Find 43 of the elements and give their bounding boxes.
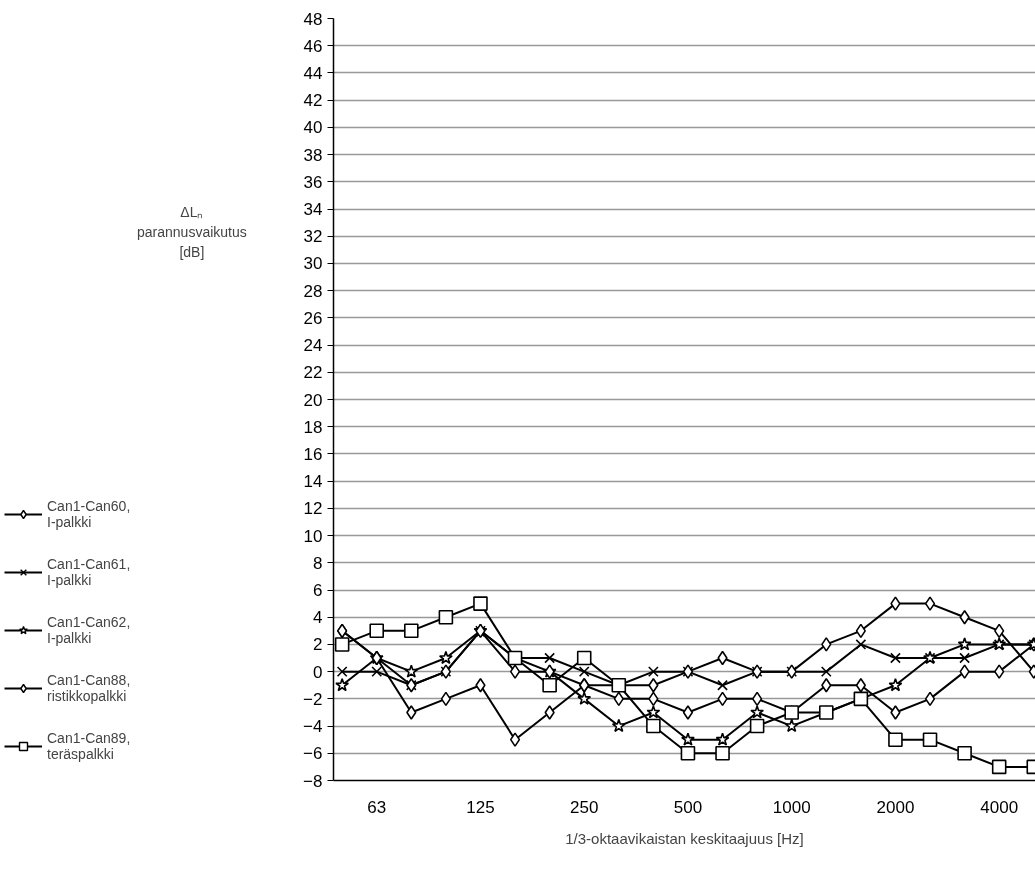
y-tick-label: 18	[303, 417, 323, 437]
y-tick-label: 0	[313, 662, 323, 682]
y-tick-label: 36	[303, 172, 323, 192]
y-tick-label: 40	[303, 118, 323, 138]
y-tick-label: 22	[303, 363, 323, 383]
y-tick-label: 42	[303, 91, 323, 111]
y-tick-label: −6	[303, 744, 323, 764]
x-tick-label: 125	[466, 797, 495, 817]
legend-label: Can1-Can62, I-palkki	[47, 613, 131, 648]
y-tick-label: 34	[303, 200, 323, 219]
y-tick-label: 38	[303, 145, 323, 165]
y-tick-label: 8	[313, 553, 323, 573]
legend-label: Can1-Can60, I-palkki	[47, 497, 131, 532]
y-tick-label: 16	[303, 444, 323, 464]
y-tick-label: 4	[313, 608, 323, 628]
y-axis-title: ΔLₙ parannusvaikutus [dB]	[137, 203, 247, 260]
x-tick-label: 250	[570, 797, 599, 817]
y-tick-label: 46	[303, 36, 323, 56]
y-tick-label: 6	[313, 581, 323, 600]
y-tick-label: 28	[303, 281, 323, 301]
x-tick-label: 500	[673, 797, 703, 817]
y-tick-label: 14	[303, 472, 323, 492]
legend-label: Can1-Can88, ristikkopalkki	[47, 671, 131, 706]
y-tick-label: 2	[313, 635, 323, 655]
y-tick-label: 10	[303, 526, 323, 546]
y-tick-label: 26	[303, 308, 323, 328]
y-tick-label: 12	[303, 499, 323, 519]
x-tick-label: 1000	[772, 797, 811, 817]
x-tick-label: 2000	[876, 797, 915, 817]
y-tick-label: 24	[303, 336, 323, 356]
x-tick-label: 63	[367, 797, 387, 817]
legend-label: Can1-Can89, teräspalkki	[47, 729, 131, 764]
y-tick-label: 48	[303, 9, 323, 29]
x-tick-label: 4000	[980, 797, 1019, 817]
y-tick-label: −4	[303, 717, 323, 737]
y-tick-label: 32	[303, 227, 323, 247]
y-tick-label: 44	[303, 63, 323, 83]
legend-label: Can1-Can61, I-palkki	[47, 555, 131, 590]
x-axis-title: 1/3-oktaavikaistan keskitaajuus [Hz]	[565, 829, 804, 847]
y-tick-label: −8	[303, 771, 323, 791]
y-tick-label: 30	[303, 254, 323, 274]
y-tick-label: 20	[303, 390, 323, 410]
y-tick-label: −2	[303, 689, 323, 709]
